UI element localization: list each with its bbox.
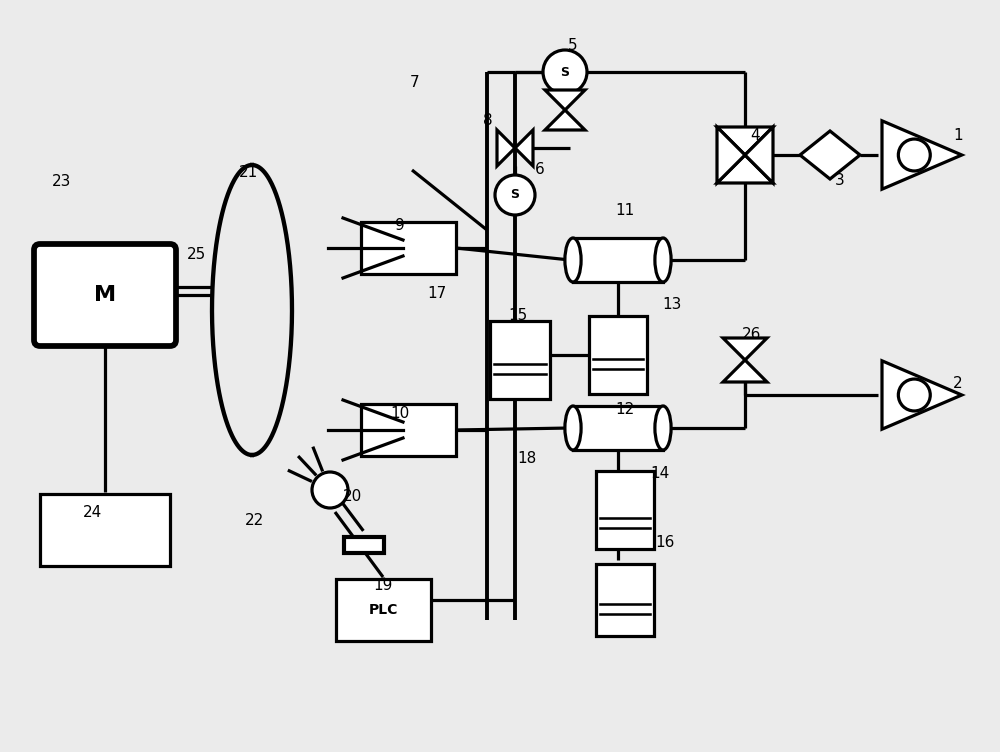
Text: 19: 19 <box>373 578 393 593</box>
Ellipse shape <box>655 238 671 282</box>
Text: 22: 22 <box>245 513 265 528</box>
Text: S: S <box>511 189 520 202</box>
Text: 6: 6 <box>535 162 545 177</box>
Text: 1: 1 <box>953 128 963 143</box>
Text: 23: 23 <box>52 174 72 190</box>
Text: M: M <box>94 285 116 305</box>
Text: 18: 18 <box>517 451 537 466</box>
Text: 26: 26 <box>742 327 762 342</box>
Text: 25: 25 <box>186 247 206 262</box>
Bar <box>360 404 456 456</box>
Circle shape <box>543 50 587 94</box>
Text: 12: 12 <box>615 402 635 417</box>
Text: 20: 20 <box>343 489 363 504</box>
Polygon shape <box>882 121 962 190</box>
Polygon shape <box>515 130 533 166</box>
Bar <box>573 406 663 450</box>
Polygon shape <box>497 130 515 166</box>
FancyBboxPatch shape <box>34 244 176 346</box>
Bar <box>360 222 456 274</box>
Text: 9: 9 <box>395 218 405 233</box>
Polygon shape <box>800 131 860 179</box>
Polygon shape <box>545 90 585 110</box>
Text: 2: 2 <box>953 376 963 391</box>
Polygon shape <box>723 338 767 360</box>
Text: 4: 4 <box>750 128 760 143</box>
Text: 15: 15 <box>508 308 528 323</box>
Circle shape <box>898 379 930 411</box>
Ellipse shape <box>655 406 671 450</box>
Ellipse shape <box>565 238 581 282</box>
Text: S: S <box>560 65 570 78</box>
Text: 13: 13 <box>662 297 682 312</box>
Polygon shape <box>882 361 962 429</box>
Polygon shape <box>745 127 773 183</box>
Polygon shape <box>717 155 773 183</box>
Bar <box>589 316 647 394</box>
Text: 21: 21 <box>238 165 258 180</box>
Text: 14: 14 <box>650 466 670 481</box>
Polygon shape <box>717 127 773 155</box>
Text: 10: 10 <box>390 406 410 421</box>
Bar <box>336 579 430 641</box>
Polygon shape <box>717 127 745 183</box>
Bar <box>596 564 654 636</box>
Text: 16: 16 <box>655 535 675 550</box>
Polygon shape <box>723 360 767 382</box>
Bar <box>344 537 384 553</box>
Ellipse shape <box>565 406 581 450</box>
Bar <box>596 471 654 549</box>
Text: 5: 5 <box>568 38 578 53</box>
Text: 24: 24 <box>82 505 102 520</box>
Text: 7: 7 <box>410 75 420 90</box>
Circle shape <box>495 175 535 215</box>
Circle shape <box>898 139 930 171</box>
Circle shape <box>312 472 348 508</box>
Text: 17: 17 <box>427 286 447 301</box>
Text: 11: 11 <box>615 203 635 218</box>
Text: 3: 3 <box>835 173 845 188</box>
Polygon shape <box>545 110 585 130</box>
Text: PLC: PLC <box>368 603 398 617</box>
Bar <box>573 238 663 282</box>
Bar <box>490 321 550 399</box>
Text: 8: 8 <box>483 113 493 128</box>
Bar <box>40 494 170 566</box>
